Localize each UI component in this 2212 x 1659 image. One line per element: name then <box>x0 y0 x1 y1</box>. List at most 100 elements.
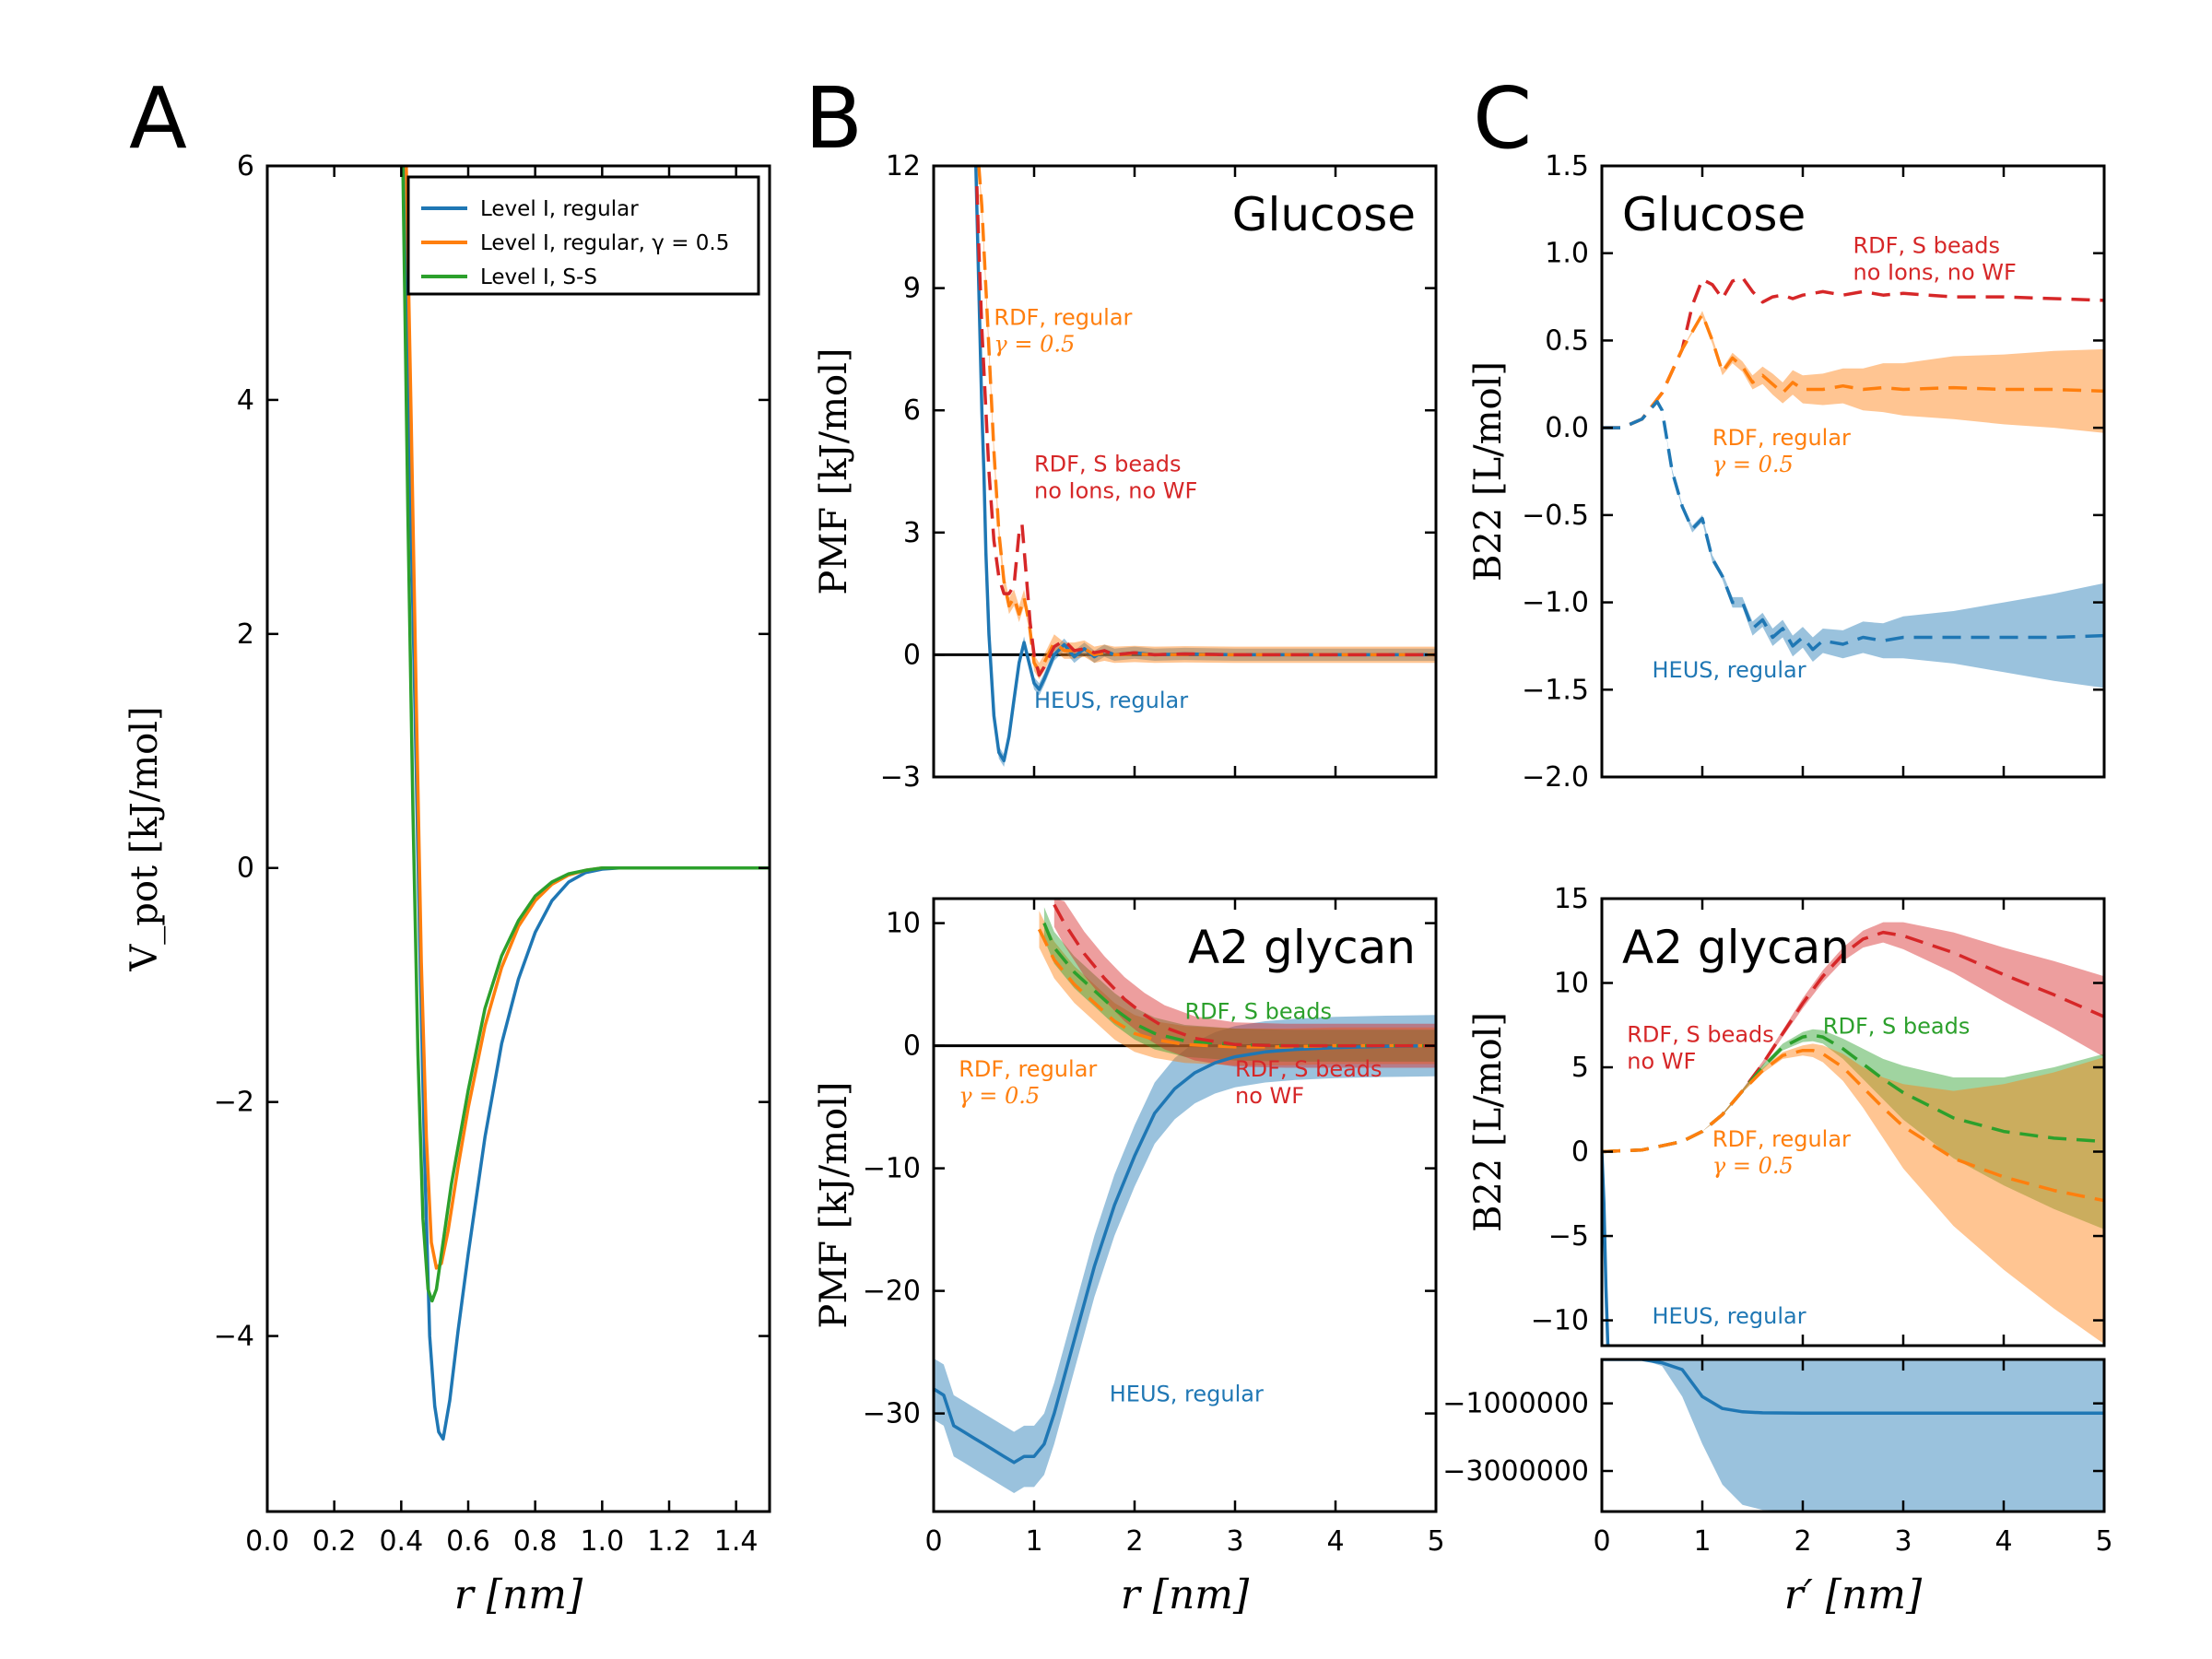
band-orange-1 <box>1602 311 2104 433</box>
y-tick-label: 10 <box>1554 968 1589 1000</box>
band-orange-2 <box>1602 1043 2104 1345</box>
annotation-line2-orange: γ = 0.5 <box>1712 452 1794 477</box>
plot-area <box>934 899 1436 1493</box>
x-tick-label: 4 <box>1994 1525 2012 1558</box>
annotation-red: RDF, S beads <box>1853 233 2001 259</box>
annotation-line2-orange: γ = 0.5 <box>1712 1153 1794 1179</box>
y-tick-label: −10 <box>1531 1305 1589 1337</box>
y-tick-label: 1.5 <box>1545 150 1589 182</box>
y-tick-label: −20 <box>863 1276 921 1308</box>
y-tick-label: −2 <box>214 1087 254 1119</box>
series-line-red-3 <box>1053 903 1436 1048</box>
x-tick-label: 1.2 <box>647 1525 691 1558</box>
band-green-1 <box>1602 1029 2104 1230</box>
y-axis-label: B22 [L/mol] <box>1467 361 1510 582</box>
panel-b-a2glycan: 0 1 2 3 4 5 −30 −20 −10 0 10 r [nm] PMF [kJ/mol] A2 g… <box>813 897 1445 1618</box>
x-tick-label: 2 <box>1794 1525 1811 1558</box>
y-tick-label: −1.0 <box>1522 587 1589 619</box>
x-tick-label: 3 <box>1226 1525 1243 1558</box>
x-tick-label: 0.2 <box>312 1525 357 1558</box>
x-tick-label: 0.6 <box>446 1525 490 1558</box>
annotation-line2-orange: γ = 0.5 <box>959 1083 1040 1109</box>
y-tick-label: 9 <box>903 273 921 305</box>
plot-area <box>1602 276 2104 688</box>
x-tick-label: 5 <box>1427 1525 1444 1558</box>
series-line-blue-0 <box>403 166 770 1441</box>
x-tick-label: 1 <box>1025 1525 1042 1558</box>
y-tick-label: 12 <box>886 150 921 182</box>
x-tick-label: 1.0 <box>580 1525 624 1558</box>
annotation-green: RDF, S beads <box>1823 1013 1971 1039</box>
y-axis-label: PMF [kJ/mol] <box>813 347 855 594</box>
panel-letter: C <box>1473 69 1532 168</box>
y-tick-label: 0 <box>1571 1136 1589 1169</box>
annotation-blue: HEUS, regular <box>1653 657 1806 683</box>
series-line-orange-1 <box>405 166 770 1270</box>
annotation-orange: RDF, regular <box>1712 425 1851 451</box>
y-tick-label: 0 <box>237 853 254 885</box>
x-tick-label: 5 <box>2095 1525 2112 1558</box>
x-tick-label: 1.4 <box>714 1525 759 1558</box>
plot-frame <box>1600 1358 2106 1513</box>
annotation-orange: RDF, regular <box>959 1056 1097 1082</box>
panel-title: Glucose <box>1622 188 1806 241</box>
annotation-line2-red: no WF <box>1235 1083 1304 1109</box>
panel-b-glucose: −3 0 3 6 9 12 PMF [kJ/mol] B Glucose RDF, regular… <box>805 69 1438 794</box>
plot-area <box>934 166 1436 767</box>
x-tick-label: 0 <box>1593 1525 1610 1558</box>
x-tick-label: 0 <box>924 1525 942 1558</box>
panel-c-a2glycan-inset: 0 1 2 3 4 5 −1000000 −3000000 r′ [nm] <box>1442 1358 2113 1618</box>
panel-a: 0.0 0.2 0.4 0.6 0.8 1.0 1.2 1.4 −4 −2 0 2 4 6 r [nm] V_… <box>124 69 771 1618</box>
y-tick-label: −1.5 <box>1522 674 1589 706</box>
legend-entry: Level I, regular, γ = 0.5 <box>480 231 729 255</box>
y-tick-label: −10 <box>863 1153 921 1185</box>
panel-letter: B <box>805 69 863 168</box>
series-line-red-0 <box>1602 276 2104 429</box>
annotation-red: RDF, S beads <box>1235 1056 1382 1082</box>
series-line-blue-0 <box>1602 1359 2104 1416</box>
series-line-blue-0 <box>934 1043 1436 1465</box>
annotation-orange: RDF, regular <box>1712 1126 1851 1152</box>
panel-letter: A <box>129 69 187 168</box>
band-red-3 <box>1053 899 1436 1068</box>
y-tick-label: 6 <box>237 150 254 182</box>
panel-title: Glucose <box>1232 188 1416 241</box>
band-orange-1 <box>979 166 1436 679</box>
series-line-blue-0 <box>974 166 1436 763</box>
band-blue-0 <box>1602 1359 2104 1512</box>
plot-frame <box>1600 897 2106 1347</box>
x-tick-label: 1 <box>1693 1525 1711 1558</box>
annotation-orange: RDF, regular <box>994 304 1132 330</box>
annotation-line2-red: no Ions, no WF <box>1853 260 2017 286</box>
y-tick-label: −30 <box>863 1398 921 1430</box>
y-tick-label: −3 <box>880 761 921 794</box>
y-axis-label: V_pot [kJ/mol] <box>124 706 166 971</box>
y-tick-label: 5 <box>1571 1052 1589 1084</box>
x-axis-label: r [nm] <box>454 1571 583 1618</box>
annotation-blue: HEUS, regular <box>1110 1381 1264 1406</box>
plot-area <box>401 166 770 1441</box>
series-line-blue-2 <box>1602 399 2104 652</box>
annotation-line2-orange: γ = 0.5 <box>994 331 1075 357</box>
y-tick-label: 3 <box>903 517 921 549</box>
y-tick-label: 10 <box>886 908 921 940</box>
series-line-orange-1 <box>977 166 1436 673</box>
y-tick-label: −0.5 <box>1522 500 1589 532</box>
panel-c-glucose: −2.0 −1.5 −1.0 −0.5 0.0 0.5 1.0 1.5 B22 [L/mol] C… <box>1467 69 2106 794</box>
legend-entry: Level I, regular <box>480 197 639 221</box>
y-tick-label: 4 <box>237 384 254 417</box>
annotation-red: RDF, S beads <box>1034 452 1182 477</box>
legend-box <box>406 175 760 296</box>
x-axis-label: r [nm] <box>1121 1571 1250 1618</box>
panel-title: A2 glycan <box>1622 921 1850 974</box>
y-tick-label: −2.0 <box>1522 761 1589 794</box>
annotation-line2-red: no WF <box>1627 1049 1696 1075</box>
y-tick-label: −5 <box>1548 1220 1589 1253</box>
band-orange-1 <box>1039 911 1436 1065</box>
x-tick-label: 3 <box>1894 1525 1912 1558</box>
y-tick-label: −3000000 <box>1442 1455 1589 1488</box>
y-tick-label: −4 <box>214 1321 254 1353</box>
y-tick-label: 15 <box>1554 883 1589 915</box>
